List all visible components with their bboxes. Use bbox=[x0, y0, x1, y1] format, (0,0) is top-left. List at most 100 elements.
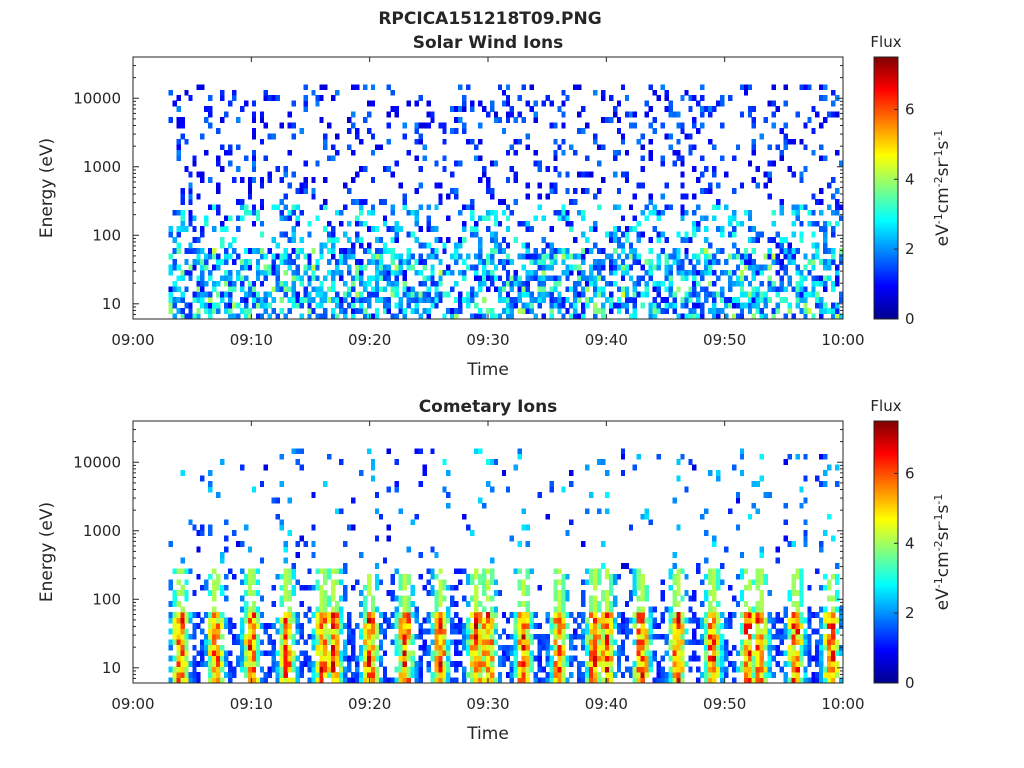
panel-0-cell bbox=[577, 275, 582, 282]
panel-0-cell bbox=[489, 100, 495, 107]
panel-0-cell bbox=[438, 198, 443, 205]
panel-1-cell bbox=[489, 628, 495, 635]
panel-1-cell bbox=[763, 666, 769, 673]
panel-1-cell bbox=[279, 672, 284, 678]
panel-0-cell bbox=[176, 209, 181, 216]
panel-0-cell bbox=[200, 171, 205, 178]
panel-1-cell bbox=[783, 535, 788, 542]
panel-1-cell bbox=[477, 677, 483, 684]
panel-1-cell bbox=[517, 666, 523, 673]
panel-1-cell bbox=[235, 639, 241, 646]
panel-1-cell bbox=[597, 644, 602, 651]
panel-0-cell bbox=[267, 177, 273, 183]
panel-0-cell bbox=[616, 297, 622, 304]
panel-0-cell bbox=[458, 84, 463, 91]
panel-0-cell bbox=[481, 297, 487, 304]
panel-0-cell bbox=[672, 291, 677, 298]
panel-0-cell bbox=[235, 144, 241, 151]
panel-1-cell bbox=[255, 639, 261, 646]
panel-1-cell bbox=[811, 612, 816, 618]
panel-1-cell bbox=[311, 491, 316, 498]
panel-0-cell bbox=[331, 242, 336, 249]
panel-0-cell bbox=[553, 248, 558, 254]
panel-0-cell bbox=[347, 253, 352, 260]
panel-1-cell bbox=[378, 655, 384, 662]
panel-0-cell bbox=[239, 286, 245, 293]
panel-1-cell bbox=[343, 666, 348, 673]
panel-1-cell bbox=[247, 655, 253, 662]
panel-0-cell bbox=[739, 253, 745, 260]
panel-0-cell bbox=[351, 177, 356, 183]
panel-0-cell bbox=[414, 209, 419, 216]
panel-1-cell bbox=[402, 661, 407, 668]
panel-1-cell bbox=[823, 644, 828, 651]
panel-1-cell bbox=[386, 677, 392, 684]
panel-0-cell bbox=[422, 155, 427, 162]
panel-0-cell bbox=[200, 84, 205, 91]
panel-0-cell bbox=[303, 264, 308, 271]
panel-0-cell bbox=[823, 237, 828, 243]
panel-0-cell bbox=[585, 248, 590, 254]
panel-1-cell bbox=[597, 568, 602, 575]
panel-1-cell bbox=[204, 661, 209, 668]
panel-1-cell bbox=[489, 677, 495, 684]
panel-0-cell bbox=[351, 280, 356, 287]
panel-1-cell bbox=[767, 612, 772, 618]
panel-0-cell bbox=[307, 231, 312, 238]
panel-1-cell bbox=[370, 655, 376, 662]
panel-1-cell bbox=[212, 655, 217, 662]
panel-0-cell bbox=[553, 188, 558, 194]
panel-0-cell bbox=[735, 220, 741, 227]
panel-1-cell bbox=[597, 579, 602, 586]
panel-0-cell bbox=[779, 280, 784, 287]
panel-0-cell bbox=[204, 291, 209, 298]
panel-1-cell bbox=[668, 584, 673, 591]
panel-0-cell bbox=[168, 117, 173, 123]
panel-0-cell bbox=[759, 264, 765, 271]
panel-1-cell bbox=[628, 666, 634, 673]
panel-1-cell bbox=[557, 650, 562, 657]
panel-1-cell bbox=[398, 666, 403, 673]
panel-1-cell bbox=[180, 661, 185, 668]
panel-0-cell bbox=[819, 95, 824, 102]
panel-0-cell bbox=[755, 269, 761, 276]
panel-1-cell bbox=[414, 448, 419, 455]
panel-0-cell bbox=[279, 122, 284, 129]
panel-1-cell bbox=[747, 612, 753, 618]
panel-0-cell bbox=[501, 127, 507, 134]
panel-1-cell bbox=[755, 672, 761, 678]
panel-1-cell bbox=[212, 590, 217, 597]
panel-0-cell bbox=[462, 204, 467, 211]
panel-0-cell bbox=[366, 100, 372, 107]
panel-0-cell bbox=[299, 302, 304, 309]
panel-0-cell bbox=[513, 138, 519, 145]
panel-1-cell bbox=[458, 628, 463, 635]
panel-0-cell bbox=[549, 242, 554, 249]
panel-0-cell bbox=[414, 215, 419, 222]
panel-0-cell bbox=[704, 237, 709, 243]
panel-0-cell bbox=[835, 269, 840, 276]
panel-1-cell bbox=[315, 612, 320, 618]
panel-0-cell bbox=[208, 204, 213, 211]
panel-0-cell bbox=[347, 144, 352, 151]
panel-0-cell bbox=[450, 253, 455, 260]
panel-0-cell bbox=[208, 248, 213, 254]
panel-0-cell bbox=[267, 171, 273, 178]
panel-0-cell bbox=[493, 275, 499, 282]
panel-0-cell bbox=[327, 231, 332, 238]
panel-1-cell bbox=[474, 655, 479, 662]
panel-1-cell bbox=[315, 639, 320, 646]
panel-0-cell bbox=[477, 237, 483, 243]
panel-1-cell bbox=[374, 573, 380, 580]
panel-0-cell bbox=[549, 100, 554, 107]
panel-1-cell bbox=[795, 677, 800, 684]
panel-1-cell bbox=[656, 666, 661, 673]
panel-1-cell bbox=[208, 530, 213, 537]
panel-0-cell bbox=[835, 209, 840, 216]
panel-1-cell bbox=[394, 639, 400, 646]
panel-0-cell bbox=[831, 89, 836, 96]
panel-0-cell bbox=[398, 253, 403, 260]
panel-0-cell bbox=[390, 106, 396, 112]
panel-1-cell bbox=[604, 470, 610, 476]
panel-1-cell bbox=[521, 661, 526, 668]
